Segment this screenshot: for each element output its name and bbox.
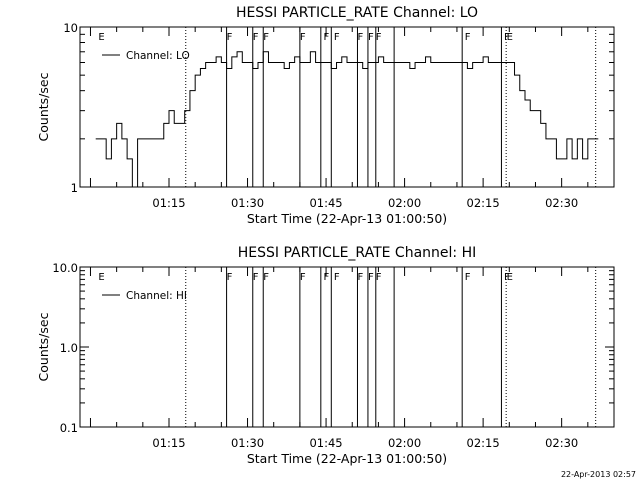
x-axis-label: Start Time (22-Apr-13 01:00:50) [247,211,447,226]
x-tick-label: 01:30 [231,436,264,450]
y-tick-label: 1 [71,181,78,195]
x-tick-label: 01:30 [231,196,264,210]
event-flag-label: F [504,32,510,43]
series-line [95,51,599,188]
event-flag-label: E [507,272,513,283]
event-flag-label: F [357,272,363,283]
event-flag-label: F [334,272,340,283]
y-tick-label: 1.0 [60,341,78,355]
x-tick-label: 01:15 [152,196,185,210]
x-tick-label: 01:15 [152,436,185,450]
event-flag-label: F [253,32,259,43]
x-tick-label: 02:30 [545,436,578,450]
event-flag-label: E [507,32,513,43]
event-flag-label: E [98,272,104,283]
event-flag-label: F [376,32,382,43]
event-flag-label: F [263,32,269,43]
chart-title: HESSI PARTICLE_RATE Channel: LO [236,5,478,21]
lo-channel-panel: HESSI PARTICLE_RATE Channel: LO Start Tim… [36,5,615,226]
x-tick-label: 02:15 [467,436,500,450]
event-flag-label: F [323,272,329,283]
y-tick-label: 0.1 [60,421,78,435]
plot-frame [79,26,615,188]
event-flag-label: F [465,272,471,283]
event-flag-label: F [227,32,233,43]
event-flag-label: F [300,272,306,283]
y-axis-label: Counts/sec [36,72,51,141]
event-flag-label: F [368,32,374,43]
event-flag-label: F [357,32,363,43]
x-tick-label: 02:15 [467,196,500,210]
legend-label: Channel: LO [126,50,190,62]
x-tick-label: 01:45 [309,436,342,450]
event-flag-label: F [323,32,329,43]
event-flag-label: F [253,272,259,283]
y-tick-label: 10 [63,21,78,35]
footer-timestamp: 22-Apr-2013 02:57 [561,470,636,479]
event-flag-label: F [465,32,471,43]
x-tick-label: 02:00 [388,196,421,210]
y-axis-label: Counts/sec [36,312,51,381]
event-flag-label: F [504,272,510,283]
event-flag-label: F [368,272,374,283]
legend-label: Channel: HI [126,290,187,302]
x-tick-label: 01:45 [309,196,342,210]
event-flag-label: E [98,32,104,43]
event-flag-label: F [334,32,340,43]
chart-title: HESSI PARTICLE_RATE Channel: HI [238,245,476,261]
x-tick-label: 02:30 [545,196,578,210]
hi-channel-panel: HESSI PARTICLE_RATE Channel: HI Start Tim… [36,245,615,466]
event-flag-label: F [376,272,382,283]
event-flag-label: F [263,272,269,283]
x-tick-label: 02:00 [388,436,421,450]
x-axis-label: Start Time (22-Apr-13 01:00:50) [247,451,447,466]
event-flag-label: F [300,32,306,43]
y-tick-label: 10.0 [52,261,78,275]
event-flag-label: F [227,272,233,283]
